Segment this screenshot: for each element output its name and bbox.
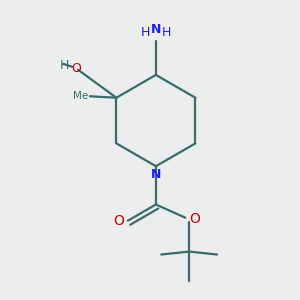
Text: H: H (141, 26, 150, 39)
Text: O: O (113, 214, 124, 228)
Text: O: O (189, 212, 200, 226)
Text: Me: Me (73, 91, 88, 101)
Text: H: H (161, 26, 171, 39)
Text: H: H (60, 59, 70, 72)
Text: O: O (71, 62, 81, 75)
Text: N: N (151, 23, 161, 36)
Text: N: N (151, 168, 161, 181)
